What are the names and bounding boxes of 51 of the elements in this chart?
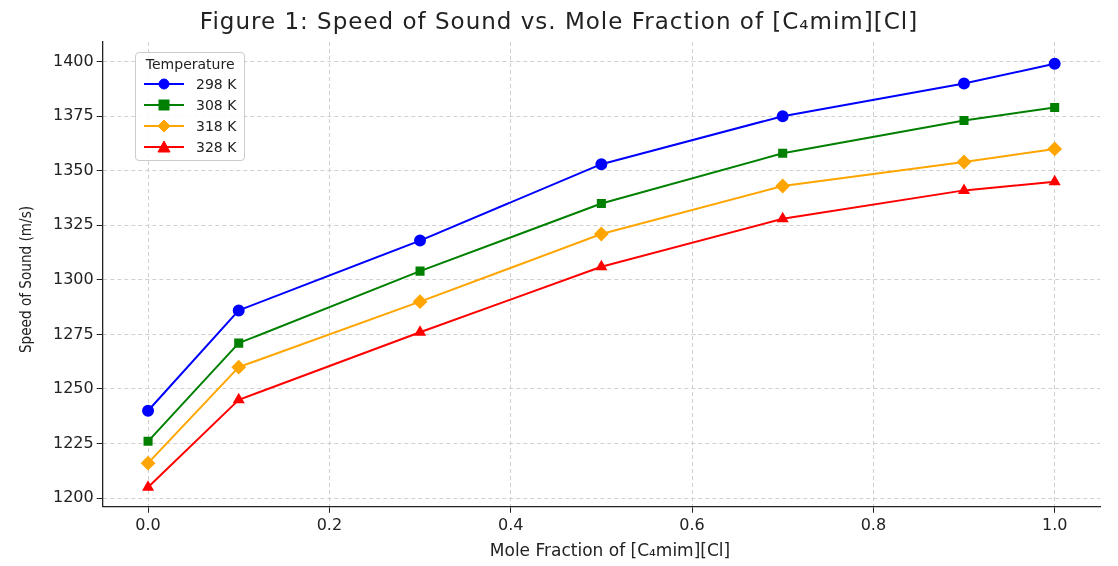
point <box>1049 175 1060 186</box>
legend-title: Temperature <box>144 56 236 72</box>
y-tick-label: 1300 <box>53 269 94 289</box>
legend-label: 308 K <box>196 96 237 113</box>
point <box>142 404 155 417</box>
point <box>1048 57 1061 70</box>
point <box>596 260 607 271</box>
point <box>413 294 428 309</box>
point <box>414 234 427 247</box>
point <box>231 360 246 375</box>
chart-title: Figure 1: Speed of Sound vs. Mole Fraction of [C₄mim][Cl] <box>198 8 920 34</box>
point <box>141 456 156 471</box>
point <box>595 158 608 171</box>
point <box>233 393 245 404</box>
point <box>777 212 789 223</box>
x-tick-label: 0.2 <box>316 514 343 534</box>
point <box>778 148 788 158</box>
x-tick-label: 1.0 <box>1041 514 1068 534</box>
legend-label: 328 K <box>196 138 237 155</box>
legend-label: 298 K <box>196 75 237 92</box>
x-tick-label: 0.6 <box>679 514 705 534</box>
x-tick-label: 0.8 <box>860 514 887 534</box>
point <box>1047 141 1062 156</box>
y-tick-label: 1325 <box>53 214 94 234</box>
point <box>143 436 153 446</box>
point <box>957 155 972 170</box>
point <box>775 179 790 194</box>
point <box>776 110 789 123</box>
y-tick-label: 1375 <box>53 105 94 125</box>
point <box>415 266 425 276</box>
point <box>594 227 609 242</box>
y-axis-title: Speed of Sound (m/s) <box>15 204 35 356</box>
point <box>142 481 154 491</box>
legend-label: 318 K <box>196 117 237 134</box>
point <box>959 116 969 126</box>
x-tick-label: 0.0 <box>135 514 161 534</box>
y-tick-label: 1200 <box>53 487 94 507</box>
point <box>414 326 426 336</box>
y-tick-label: 1275 <box>53 323 94 343</box>
point <box>232 304 245 317</box>
y-tick-label: 1250 <box>53 378 94 398</box>
x-axis-title: Mole Fraction of [C₄mim][Cl] <box>488 540 732 560</box>
x-tick-label: 0.4 <box>497 514 524 534</box>
point <box>1050 102 1060 112</box>
y-tick-label: 1400 <box>53 50 94 70</box>
y-tick-label: 1225 <box>53 432 94 452</box>
y-tick-label: 1350 <box>53 159 94 179</box>
point <box>958 77 971 90</box>
point <box>596 198 606 209</box>
point <box>958 184 970 194</box>
point <box>234 338 244 348</box>
